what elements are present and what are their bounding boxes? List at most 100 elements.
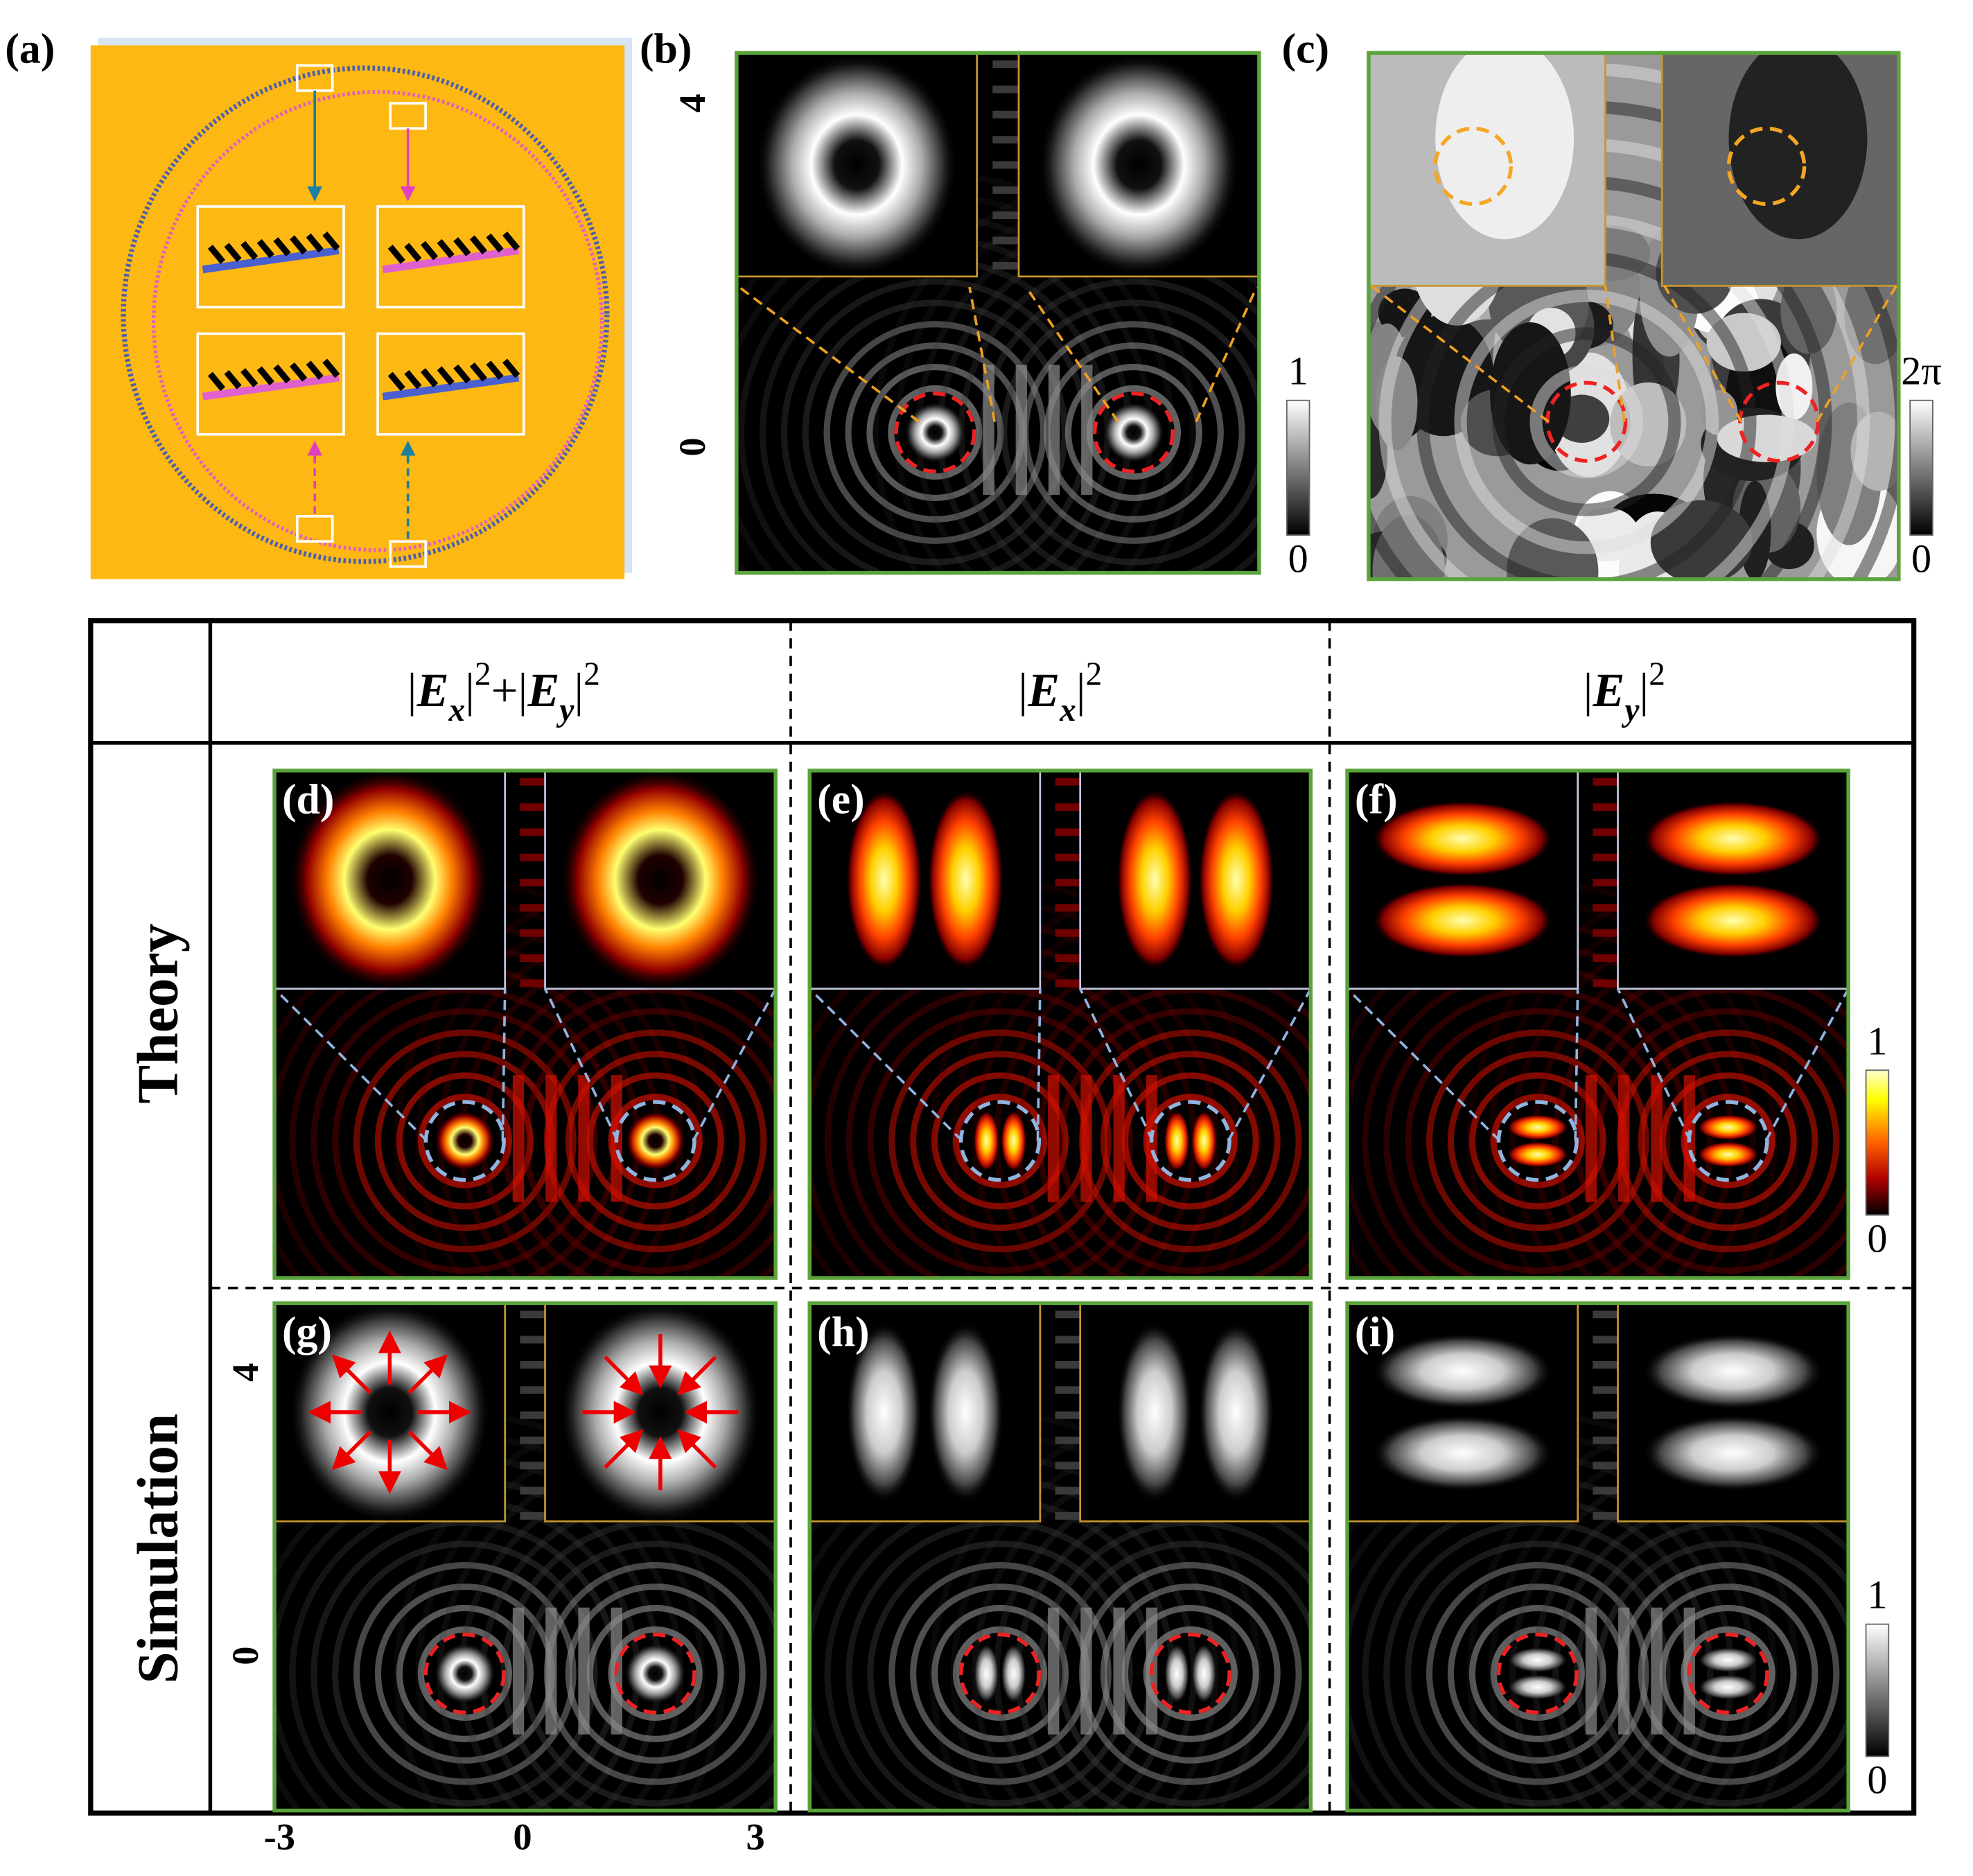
x-tick-label: 3 xyxy=(746,1816,764,1858)
fringe xyxy=(952,1094,1048,1189)
marker-circle xyxy=(1496,1632,1579,1715)
panel-label: (h) xyxy=(817,1308,870,1356)
stripe xyxy=(992,60,1030,69)
stripe xyxy=(1593,1487,1628,1495)
stripe xyxy=(545,1075,557,1202)
panel-border xyxy=(272,1301,778,1813)
stripe xyxy=(1048,1607,1060,1735)
header-token: | xyxy=(465,663,475,717)
lobe xyxy=(1697,1674,1759,1700)
fringe xyxy=(1058,1541,1311,1807)
stripe xyxy=(1593,929,1628,937)
lobe xyxy=(927,1321,1004,1503)
lobe xyxy=(1164,1643,1190,1704)
phase-ring xyxy=(1454,289,1719,554)
lobe xyxy=(1507,1647,1568,1673)
zoom-box xyxy=(389,540,427,568)
meta-line xyxy=(202,247,340,274)
inset-pattern xyxy=(845,1321,1004,1503)
fringe xyxy=(1064,364,1202,502)
stripe xyxy=(992,85,1030,94)
field-pattern xyxy=(809,770,1311,1279)
row-label: Simulation xyxy=(126,1414,190,1684)
marker-circle xyxy=(1726,126,1807,207)
fringe xyxy=(931,1072,1069,1210)
header-token: x xyxy=(1059,692,1076,728)
fringe xyxy=(523,1008,776,1274)
phase-lobe xyxy=(1728,53,1868,240)
stripe xyxy=(1048,1075,1060,1202)
vortex-spot xyxy=(1038,53,1240,276)
panel-border xyxy=(1367,51,1901,581)
stripe xyxy=(520,1511,556,1520)
stripe xyxy=(1593,778,1628,786)
stripe xyxy=(992,236,1030,245)
meta-atom xyxy=(322,231,340,251)
stripe xyxy=(1055,1386,1091,1394)
meta-atom xyxy=(207,245,226,264)
stripe xyxy=(992,110,1030,119)
stripe xyxy=(520,1436,556,1444)
stripe xyxy=(1055,954,1091,963)
stripe xyxy=(1055,1462,1091,1470)
stripe xyxy=(1055,828,1091,836)
zoom-line xyxy=(968,286,997,422)
panel-border xyxy=(807,769,1313,1280)
fringe xyxy=(523,1541,776,1807)
field-pattern xyxy=(1347,770,1849,1279)
meta-atom xyxy=(256,366,274,386)
meta-atom xyxy=(453,364,471,384)
stripe xyxy=(1081,365,1093,496)
fringe xyxy=(396,1072,534,1210)
vortex-spot xyxy=(625,1643,686,1704)
stripe xyxy=(1055,879,1091,887)
header-token: | xyxy=(1584,663,1593,717)
header-token: 2 xyxy=(1086,656,1103,692)
vortex-spot xyxy=(625,1110,686,1171)
stripe xyxy=(1055,853,1091,861)
meta-atom xyxy=(502,358,520,378)
stripe xyxy=(520,904,556,912)
fringe xyxy=(1001,299,1259,566)
lobe xyxy=(845,1321,922,1503)
zoom-line xyxy=(543,988,619,1142)
header-token: | xyxy=(407,663,417,717)
colorbar-label: 0 xyxy=(1911,536,1931,581)
lobe xyxy=(1001,1110,1026,1171)
meta-line xyxy=(382,247,520,274)
lobe xyxy=(1116,1321,1193,1503)
panel-label: (f) xyxy=(1355,775,1398,823)
lobe xyxy=(1371,1414,1554,1491)
phase-patch xyxy=(1490,322,1571,465)
stripe xyxy=(1618,1607,1630,1735)
inset-pattern xyxy=(289,770,491,989)
fringe xyxy=(888,1562,1112,1785)
stripe xyxy=(1593,803,1628,812)
phase-ring xyxy=(1529,365,1643,479)
fringe xyxy=(565,1051,746,1231)
lobe xyxy=(1164,1110,1190,1171)
fringe xyxy=(1659,1604,1797,1742)
meta-atom xyxy=(240,368,258,387)
stripe xyxy=(1593,979,1628,988)
stripe xyxy=(1015,365,1028,496)
lobe xyxy=(1198,789,1274,971)
stripe xyxy=(1055,1310,1091,1319)
zoom-line xyxy=(1079,988,1154,1142)
lobe xyxy=(1642,882,1824,959)
stripe xyxy=(545,1607,557,1735)
stripe xyxy=(992,161,1030,169)
stripe xyxy=(1651,1607,1663,1735)
fringe xyxy=(931,1604,1069,1742)
stripe xyxy=(520,1360,556,1369)
lobe xyxy=(1371,800,1554,877)
zoom-line xyxy=(1227,988,1311,1142)
colorbar xyxy=(1909,399,1933,536)
panel-border xyxy=(735,51,1261,575)
lobe xyxy=(927,789,1004,971)
meta-atom xyxy=(453,237,471,256)
stripe xyxy=(520,879,556,887)
colorbar-label: 1 xyxy=(1867,1572,1887,1618)
fringe xyxy=(1490,1626,1585,1721)
polarization-arrow xyxy=(407,1430,448,1471)
